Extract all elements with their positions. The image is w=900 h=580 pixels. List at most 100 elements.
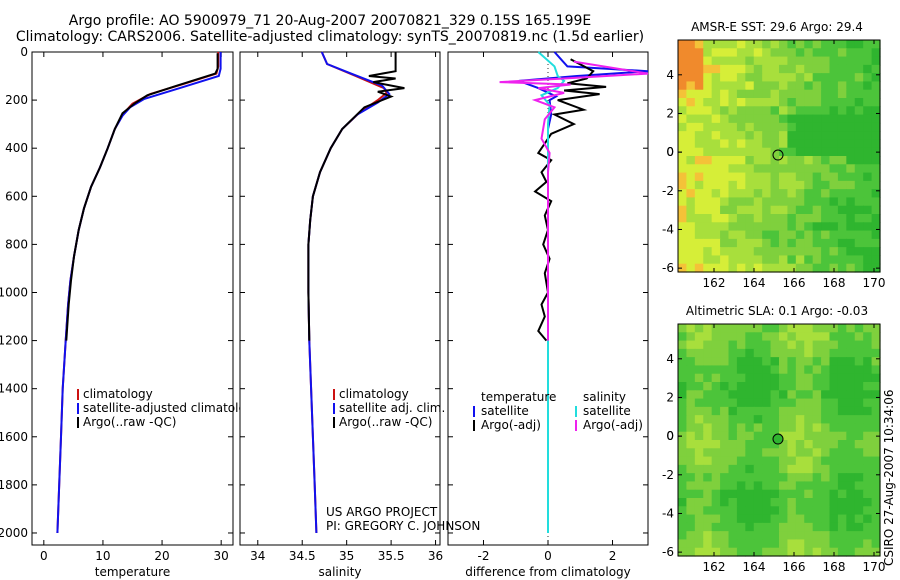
map-cell (711, 255, 721, 265)
map-cell (804, 373, 814, 383)
map-cell (854, 448, 864, 458)
map-cell (686, 164, 696, 174)
map-cell (753, 147, 763, 157)
x-tick-label: 35.5 (378, 549, 405, 563)
map-cell (795, 247, 805, 257)
map-cell (871, 81, 881, 91)
map-cell (720, 531, 730, 541)
map-cell (745, 64, 755, 74)
map-cell (736, 473, 746, 483)
map-cell (762, 348, 772, 358)
map-cell (745, 415, 755, 425)
map-cell (736, 247, 746, 257)
map-cell (770, 230, 780, 240)
map-cell (728, 238, 738, 248)
map-cell (812, 531, 822, 541)
map-cell (837, 431, 847, 441)
map-cell (829, 122, 839, 132)
map-cell (720, 139, 730, 149)
map-cell (745, 106, 755, 116)
map-cell (795, 197, 805, 207)
map-cell (762, 230, 772, 240)
map-cell (863, 197, 873, 207)
map-cell (720, 64, 730, 74)
map-cell (804, 522, 814, 532)
map-cell (736, 448, 746, 458)
y-tick-label: 1800 (0, 478, 28, 492)
map-cell (711, 189, 721, 199)
map-cell (863, 382, 873, 391)
map-cell (795, 263, 805, 273)
map-cell (837, 48, 847, 58)
map-cell (863, 357, 873, 367)
map-cell (787, 139, 797, 149)
map-cell (846, 73, 856, 83)
float-location-marker (772, 433, 784, 445)
map-cell (787, 222, 797, 232)
map-cell (770, 255, 780, 265)
map-cell (720, 205, 730, 215)
map-cell (863, 514, 873, 524)
map-cell (736, 106, 746, 116)
map-field-2 (678, 324, 881, 557)
map-cell (720, 431, 730, 441)
map-cell (779, 456, 789, 466)
x-tick-label: 34.5 (289, 549, 316, 563)
map-cell (753, 263, 763, 273)
map-cell (728, 498, 738, 507)
map-cell (711, 81, 721, 91)
map-cell (787, 230, 797, 240)
map-cell (846, 440, 856, 449)
map-cell (779, 139, 789, 149)
legend-entry: Argo(-adj) (583, 418, 643, 432)
map-cell (678, 506, 688, 516)
map-cell (779, 440, 789, 449)
map-cell (703, 230, 713, 240)
map-cell (854, 514, 864, 524)
map-cell (854, 147, 864, 157)
map-cell (779, 498, 789, 507)
map-cell (694, 348, 704, 358)
map-cell (711, 382, 721, 391)
map-cell (728, 514, 738, 524)
map-cell (736, 514, 746, 524)
map-cell (694, 122, 704, 132)
map-cell (770, 440, 780, 449)
map-cell (720, 40, 730, 49)
map-cell (871, 498, 881, 507)
legend-entry: satellite (583, 404, 631, 418)
map-cell (686, 48, 696, 58)
map-cell (711, 263, 721, 273)
map-cell (846, 448, 856, 458)
map-cell (745, 147, 755, 157)
map-cell (678, 481, 688, 491)
map-cell (795, 122, 805, 132)
map-cell (863, 440, 873, 449)
map-cell (720, 114, 730, 124)
map-cell (846, 348, 856, 358)
map-cell (863, 324, 873, 333)
map-cell (694, 373, 704, 383)
map-cell (795, 506, 805, 516)
map-cell (770, 247, 780, 257)
map-cell (779, 464, 789, 474)
map-cell (779, 64, 789, 74)
map-cell (779, 481, 789, 491)
map-cell (795, 522, 805, 532)
map-cell (854, 263, 864, 273)
map-cell (720, 373, 730, 383)
map-cell (787, 423, 797, 433)
map-cell (795, 139, 805, 149)
map-cell (829, 531, 839, 541)
map-cell (736, 40, 746, 49)
map-cell (728, 40, 738, 49)
map-cell (762, 164, 772, 174)
map-cell (736, 348, 746, 358)
map-cell (779, 106, 789, 116)
map-cell (863, 189, 873, 199)
map-cell (871, 247, 881, 257)
map-cell (762, 481, 772, 491)
map-cell (770, 106, 780, 116)
map-cell (846, 489, 856, 499)
map-cell (770, 348, 780, 358)
